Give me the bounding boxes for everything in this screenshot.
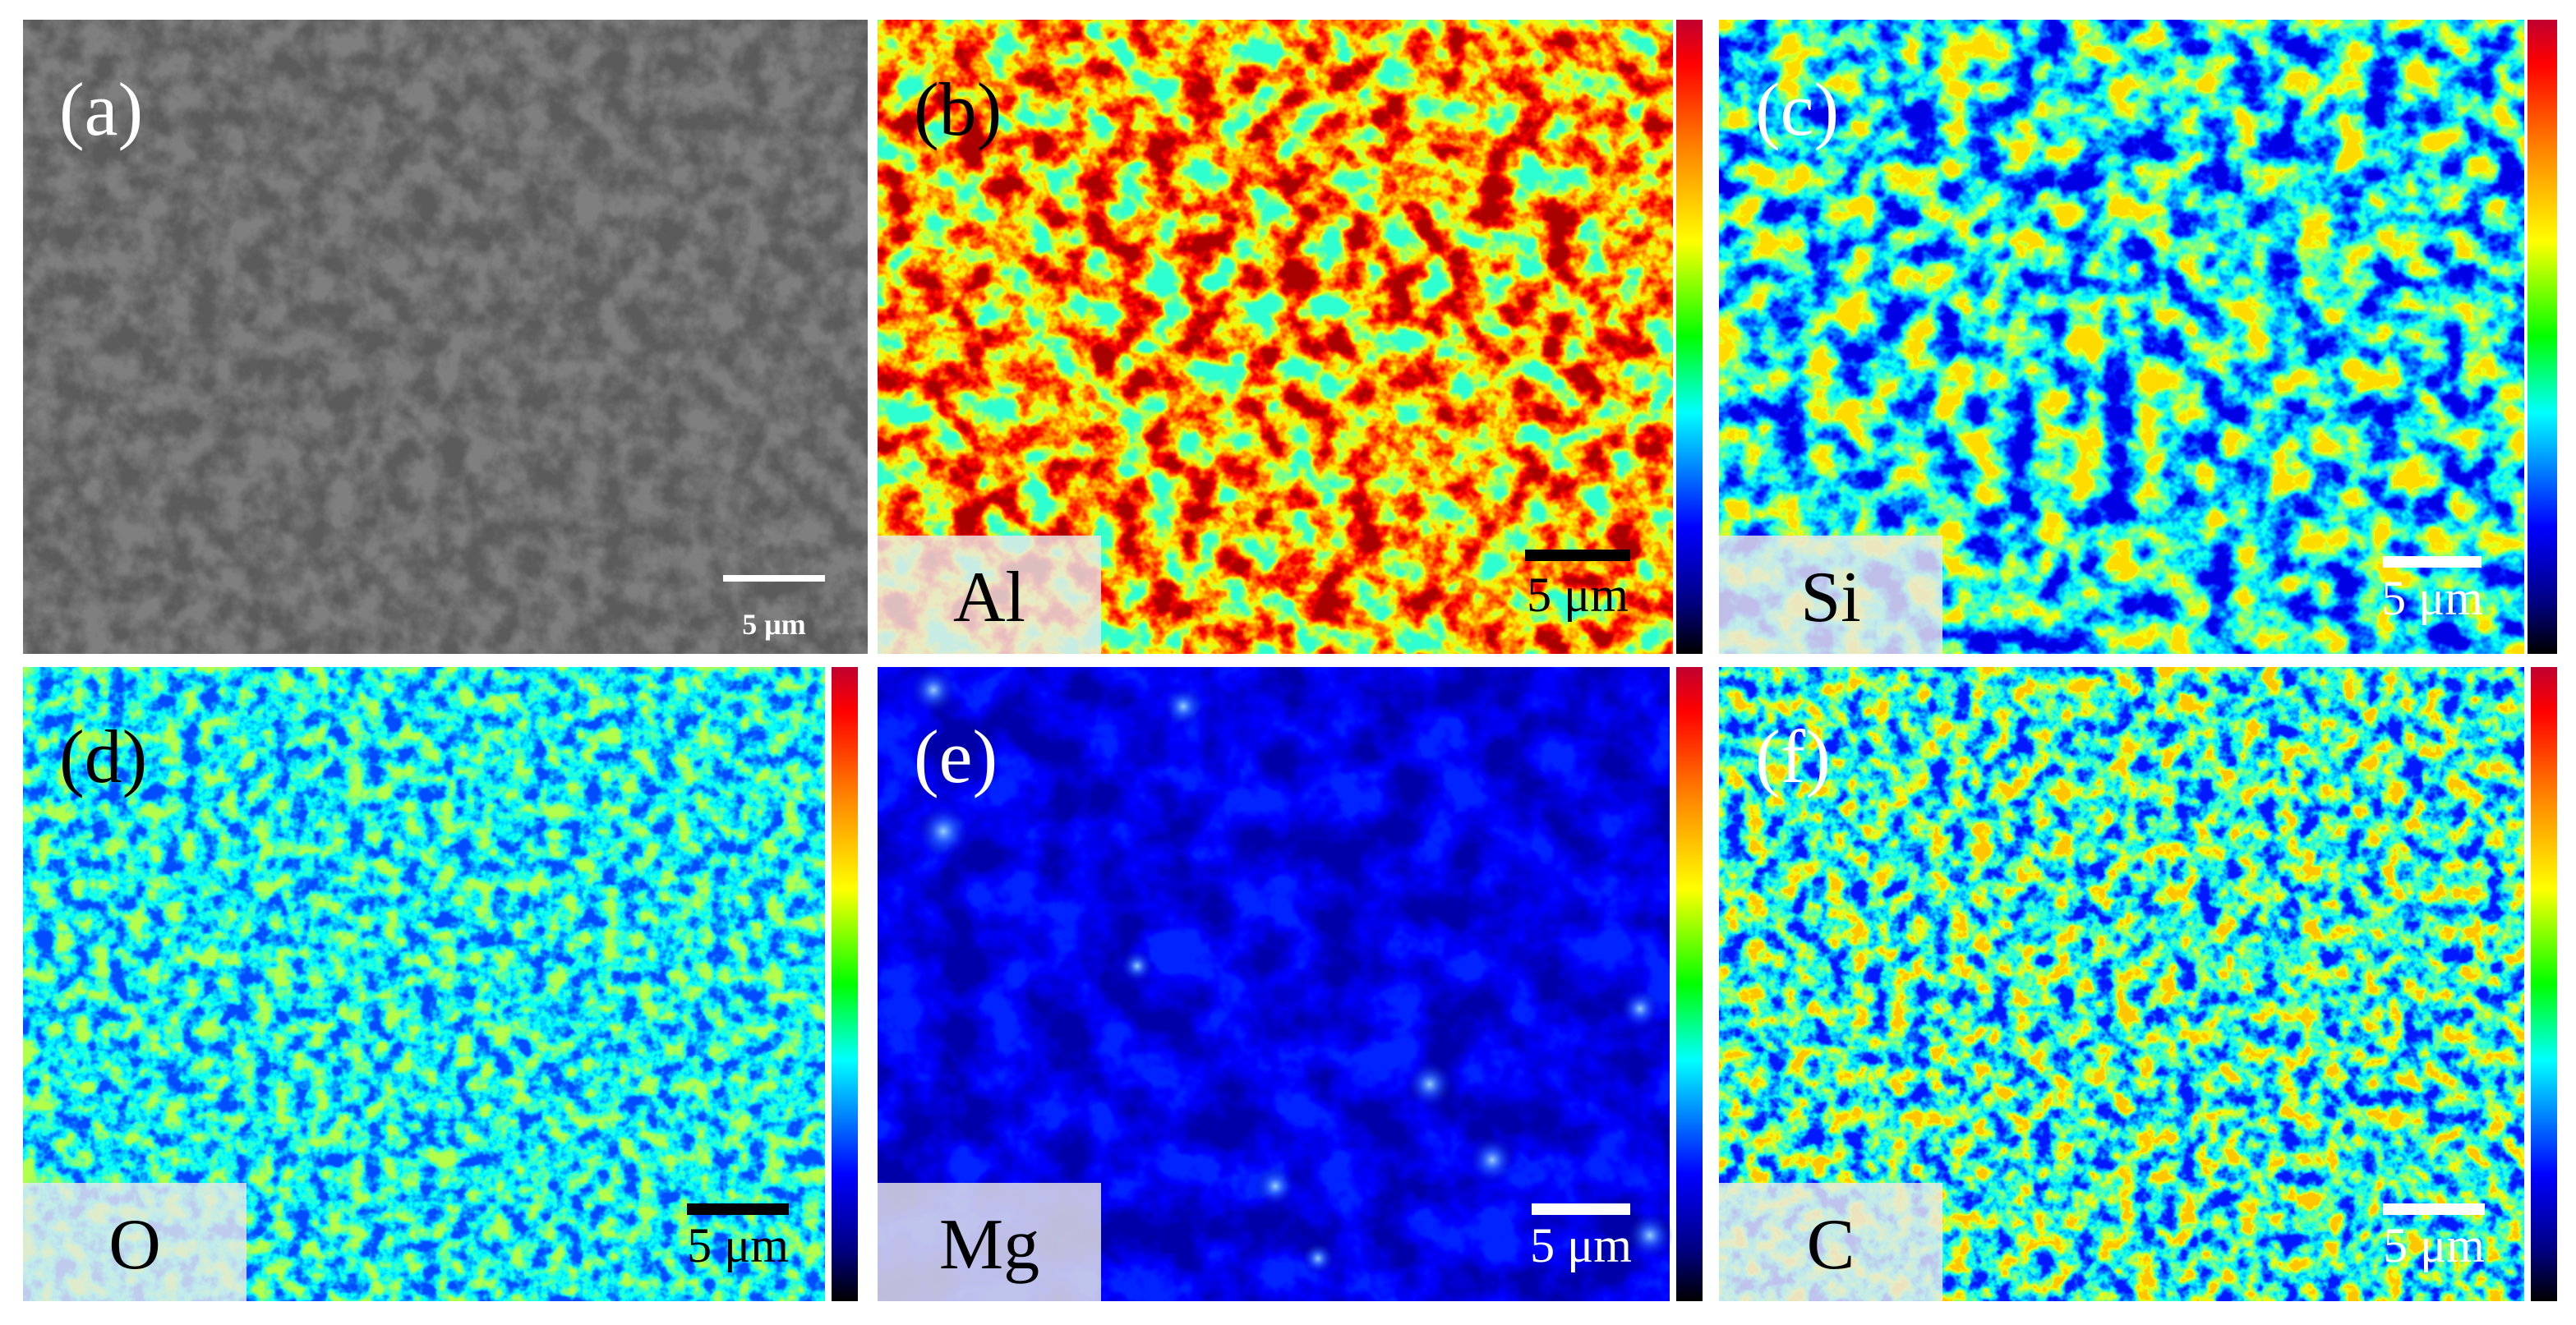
- bright-spot: [1620, 989, 1660, 1028]
- element-label: O: [108, 1205, 161, 1285]
- colorbar: [2531, 667, 2557, 1301]
- bright-spot: [1164, 687, 1203, 726]
- panel-label: (b): [914, 67, 1002, 151]
- panel: (e) Mg 5 μm: [878, 667, 1703, 1301]
- bright-spot: [1469, 1137, 1515, 1183]
- colorbar: [1676, 20, 1703, 654]
- bright-spot: [1407, 1061, 1453, 1107]
- element-box: [1719, 1183, 1942, 1301]
- colorbar: [1676, 667, 1703, 1301]
- panel-label: (c): [1755, 67, 1839, 151]
- scale-label: 5 μm: [1530, 1218, 1632, 1272]
- element-box: [1719, 536, 1942, 654]
- element-box: [878, 536, 1101, 654]
- bright-spot: [1121, 950, 1154, 982]
- panel: (c) Si 5 μm: [1719, 20, 2557, 654]
- bright-spot: [1256, 1166, 1295, 1206]
- scale-label: 5 μm: [742, 608, 805, 641]
- panel: (d) O 5 μm: [23, 667, 858, 1301]
- scale-label: 5 μm: [2383, 1218, 2485, 1272]
- element-label: Al: [953, 558, 1025, 637]
- scale-label: 5 μm: [1527, 568, 1629, 622]
- scale-label: 5 μm: [2381, 571, 2483, 625]
- panel: (b) Al 5 μm: [878, 20, 1703, 654]
- element-box: [23, 1183, 247, 1301]
- panel-label: (f): [1755, 715, 1831, 798]
- element-label: Si: [1800, 558, 1860, 637]
- bright-spot: [910, 667, 956, 713]
- colorbar: [2528, 20, 2557, 654]
- element-box: [878, 1183, 1101, 1301]
- colorbar: [832, 667, 858, 1301]
- panel-label: (e): [914, 715, 998, 798]
- element-label: Mg: [939, 1205, 1039, 1285]
- panel: (f) C 5 μm: [1719, 667, 2557, 1301]
- bright-spot: [1302, 1242, 1334, 1275]
- element-label: C: [1807, 1205, 1855, 1285]
- panel-label: (d): [59, 715, 147, 798]
- panel-label: (a): [59, 67, 143, 151]
- scale-label: 5 μm: [687, 1218, 789, 1272]
- panel: (a) 5 μm: [23, 20, 868, 654]
- map-image: [23, 20, 868, 654]
- bright-spot: [917, 805, 970, 858]
- bright-spot: [1627, 1212, 1673, 1258]
